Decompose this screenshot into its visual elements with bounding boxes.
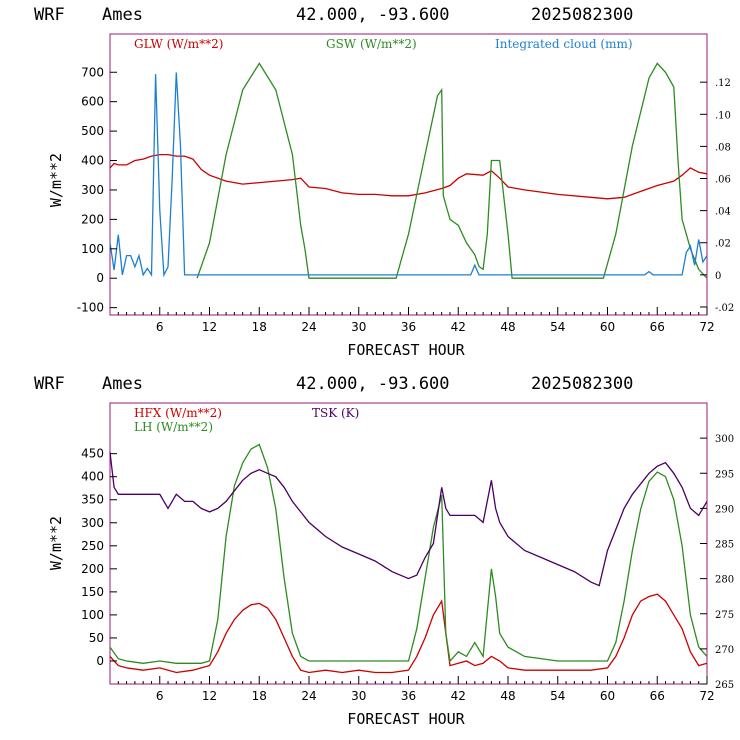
x-tick-label: 30	[351, 320, 366, 334]
y-tick-label: 200	[81, 562, 104, 576]
y2-tick-label: .02	[715, 239, 731, 250]
x-tick-label: 42	[451, 689, 466, 703]
header-init-time: 2025082300	[531, 374, 633, 394]
y-axis-label: W/m**2	[47, 153, 65, 207]
x-tick-label: 24	[301, 320, 316, 334]
x-tick-label: 66	[650, 320, 665, 334]
y2-tick-label: .08	[715, 142, 731, 153]
legend-gsw: GSW (W/m**2)	[326, 37, 417, 51]
header-coords: 42.000, -93.600	[296, 374, 450, 394]
series-line-2	[109, 452, 708, 587]
header-location: Ames	[102, 374, 143, 394]
header-model: WRF	[34, 5, 65, 25]
legend-glw: GLW (W/m**2)	[134, 37, 223, 51]
x-tick-label: 42	[451, 320, 466, 334]
x-tick-label: 48	[500, 689, 515, 703]
y2-tick-label: .12	[715, 78, 731, 89]
header-coords: 42.000, -93.600	[296, 5, 450, 25]
x-tick-label: 18	[252, 320, 267, 334]
y2-tick-label: 265	[715, 680, 734, 691]
x-tick-label: 36	[401, 320, 416, 334]
y2-tick-label: 285	[715, 540, 734, 551]
series-line-1	[196, 62, 708, 279]
series-line-1	[109, 443, 708, 664]
x-axis-label: FORECAST HOUR	[347, 341, 465, 359]
y-tick-label: 100	[81, 608, 104, 622]
header-model: WRF	[34, 374, 65, 394]
x-tick-label: 66	[650, 689, 665, 703]
x-tick-label: 12	[202, 689, 217, 703]
y-tick-label: 350	[81, 493, 104, 507]
x-tick-label: 12	[202, 320, 217, 334]
y-tick-label: 600	[81, 95, 104, 109]
fluxes-chart: 6 12 18 24 30 36 42 48 54 60 66 72 0 50 100 150 200 250 30…	[47, 402, 734, 728]
legend-cloud: Integrated cloud (mm)	[495, 37, 633, 51]
legend-lh: LH (W/m**2)	[134, 420, 213, 434]
x-tick-label: 60	[600, 689, 615, 703]
x-tick-label: 54	[550, 689, 565, 703]
x-tick-label: 24	[301, 689, 316, 703]
x-tick-label: 72	[699, 320, 714, 334]
y2-tick-label: 295	[715, 469, 734, 480]
y-tick-label: 50	[89, 631, 104, 645]
legend-hfx: HFX (W/m**2)	[134, 406, 222, 420]
x-tick-label: 36	[401, 689, 416, 703]
y-tick-label: 400	[81, 470, 104, 484]
y2-tick-label: .04	[715, 207, 731, 218]
y-axis-label: W/m**2	[47, 516, 65, 570]
y2-tick-label: 280	[715, 575, 734, 586]
y2-tick-label: 0	[715, 271, 721, 282]
y-tick-label: 700	[81, 65, 104, 79]
y-tick-label: 150	[81, 585, 104, 599]
y-tick-label: -100	[77, 301, 104, 315]
series-line-2	[109, 72, 708, 278]
y2-tick-label: 290	[715, 504, 734, 515]
y-tick-label: 300	[81, 183, 104, 197]
series-line-0	[109, 153, 708, 200]
x-axis-label: FORECAST HOUR	[347, 710, 465, 728]
y-tick-label: 200	[81, 212, 104, 226]
y2-tick-label: .10	[715, 110, 731, 121]
y-tick-label: 300	[81, 516, 104, 530]
legend-tsk: TSK (K)	[312, 406, 359, 420]
plot-frame	[109, 402, 708, 685]
y2-tick-label: 300	[715, 434, 734, 445]
radiation-chart: 6 12 18 24 30 36 42 48 54 60 66 72 -100 0 100 200 300 400…	[47, 33, 734, 359]
y-tick-label: 0	[96, 654, 104, 668]
series-line-0	[109, 593, 708, 674]
x-tick-label: 48	[500, 320, 515, 334]
x-tick-label: 30	[351, 689, 366, 703]
x-tick-label: 54	[550, 320, 565, 334]
x-tick-label: 6	[156, 320, 164, 334]
x-tick-label: 6	[156, 689, 164, 703]
y-tick-label: 500	[81, 124, 104, 138]
y2-tick-label: -.02	[715, 303, 734, 314]
y-tick-label: 400	[81, 154, 104, 168]
y2-tick-label: 275	[715, 610, 734, 621]
y2-tick-label: .06	[715, 175, 731, 186]
header-location: Ames	[102, 5, 143, 25]
y-tick-label: 450	[81, 447, 104, 461]
header-init-time: 2025082300	[531, 5, 633, 25]
x-tick-label: 72	[699, 689, 714, 703]
x-tick-label: 18	[252, 689, 267, 703]
x-tick-label: 60	[600, 320, 615, 334]
y2-tick-label: 270	[715, 645, 734, 656]
y-tick-label: 100	[81, 242, 104, 256]
y-tick-label: 0	[96, 271, 104, 285]
y-tick-label: 250	[81, 539, 104, 553]
